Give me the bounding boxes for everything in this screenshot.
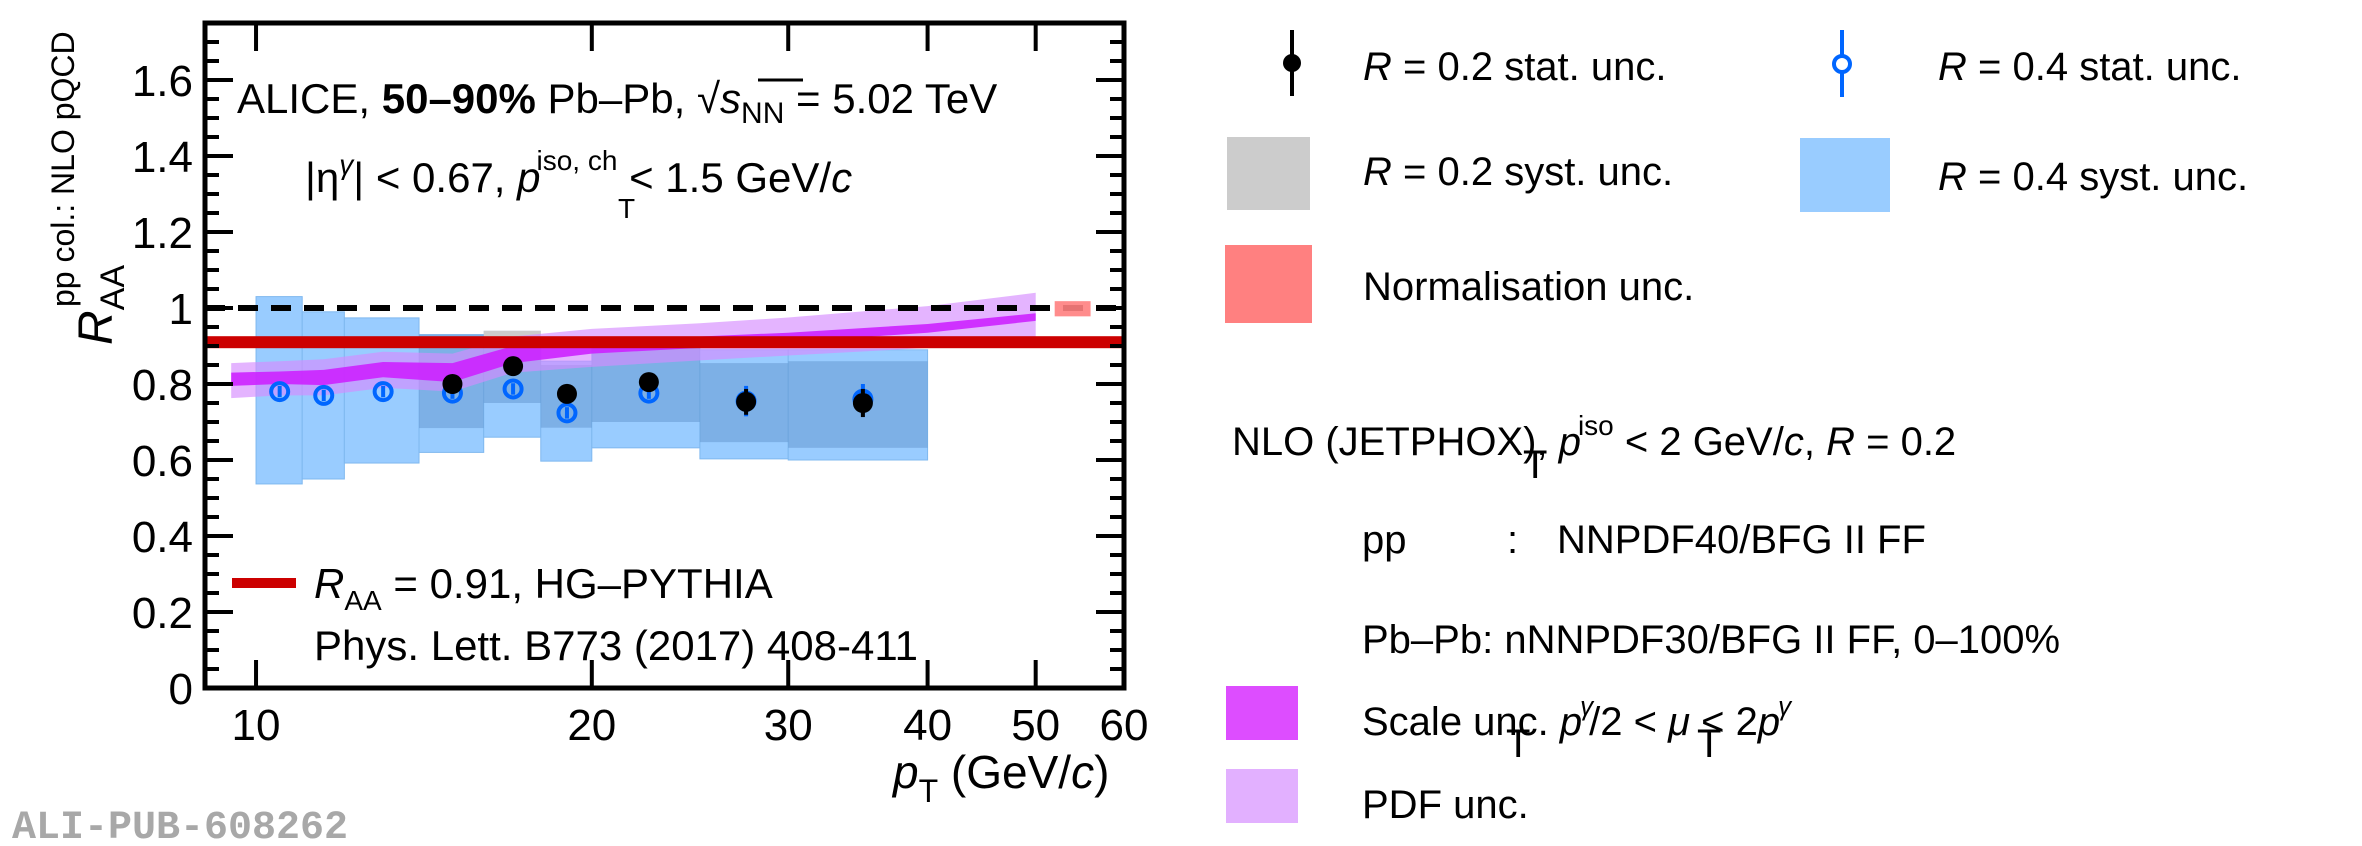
y-tick-label: 0.6 bbox=[132, 437, 193, 486]
svg-text:RAA: RAA bbox=[70, 265, 132, 345]
legend: R = 0.2 stat. unc. R = 0.4 stat. unc. R … bbox=[1225, 30, 2248, 827]
axes-frame bbox=[202, 20, 1127, 691]
svg-text::: : bbox=[1507, 518, 1518, 562]
svg-text:Normalisation unc.: Normalisation unc. bbox=[1363, 265, 1694, 309]
legend-item-r02-stat: R = 0.2 stat. unc. bbox=[1283, 30, 1667, 96]
y-ticks: 0 0.2 0.4 0.6 0.8 1 1.2 1.4 1.6 bbox=[132, 21, 1124, 714]
legend-item-r02-syst: R = 0.2 syst. unc. bbox=[1227, 137, 1673, 210]
svg-text:T: T bbox=[1506, 722, 1530, 766]
gray-box-icon bbox=[1227, 137, 1310, 210]
open-circle-icon bbox=[1832, 54, 1852, 74]
red-box-icon bbox=[1225, 245, 1312, 323]
cuts-p-sub: T bbox=[618, 193, 635, 224]
x-tick-label: 30 bbox=[764, 701, 813, 750]
legend-pbpb-line: Pb–Pb: nNNPDF30/BFG II FF, 0–100% bbox=[1362, 618, 2060, 662]
y-label-sub: AA bbox=[94, 265, 132, 311]
svg-text:R = 0.4 syst. unc.: R = 0.4 syst. unc. bbox=[1938, 155, 2248, 199]
legend-nlo-header: NLO (JETPHOX), piso < 2 GeV/c, R = 0.2 bbox=[1232, 410, 1956, 464]
legend-pp-line: pp : NNPDF40/BFG II FF bbox=[1362, 518, 1926, 562]
scale-unc-band bbox=[231, 313, 1036, 386]
hg-pythia-line-group bbox=[205, 336, 1124, 349]
r02-data-point bbox=[736, 391, 757, 412]
legend-item-scale: Scale unc. pγ/2 < μ < 2pγ T T bbox=[1226, 686, 1793, 766]
x-tick-label: 50 bbox=[1011, 701, 1060, 750]
svg-text:R = 0.4 stat. unc.: R = 0.4 stat. unc. bbox=[1938, 45, 2242, 89]
y-tick-label: 1.2 bbox=[132, 209, 193, 258]
svg-text:PDF unc.: PDF unc. bbox=[1362, 783, 1529, 827]
r02-points bbox=[442, 356, 873, 418]
legend-item-r04-stat: R = 0.4 stat. unc. bbox=[1832, 30, 2242, 97]
filled-circle-icon bbox=[1283, 54, 1301, 72]
r04-data-point bbox=[502, 378, 524, 400]
blue-box-icon bbox=[1800, 138, 1890, 212]
hg-pythia-line bbox=[205, 336, 1124, 349]
r04-data-point bbox=[556, 402, 578, 424]
y-axis-label: RAA pp col.: NLO pQCD bbox=[45, 31, 132, 345]
svg-text:Scale unc. pγ/2 < μ < 2pγ: Scale unc. pγ/2 < μ < 2pγ bbox=[1362, 691, 1793, 744]
x-tick-label: 60 bbox=[1100, 701, 1149, 750]
normalisation-box-group bbox=[1054, 301, 1091, 317]
watermark: ALI-PUB-608262 bbox=[12, 806, 348, 846]
x-ticks: 10 20 30 40 50 60 bbox=[232, 23, 1149, 750]
r02-data-point bbox=[638, 372, 659, 393]
x-tick-label: 20 bbox=[567, 701, 616, 750]
y-tick-label: 0.4 bbox=[132, 513, 193, 562]
r04-data-point bbox=[313, 384, 335, 406]
hg-pythia-label: RAA = 0.91, HG–PYTHIA bbox=[314, 560, 773, 616]
x-tick-label: 10 bbox=[232, 701, 281, 750]
normalisation-box bbox=[1054, 301, 1091, 317]
title-annotation: ALICE, 50–90% Pb–Pb, √sNN = 5.02 TeV bbox=[237, 75, 997, 130]
cuts-annotation: |ηγ| < 0.67, piso, ch < 1.5 GeV/c bbox=[305, 145, 852, 201]
plot-frame bbox=[202, 20, 1127, 691]
legend-nlo-header-sub: T bbox=[1523, 443, 1547, 487]
legend-item-normalisation: Normalisation unc. bbox=[1225, 245, 1694, 323]
legend-item-r04-syst: R = 0.4 syst. unc. bbox=[1800, 138, 2248, 212]
lilac-box-icon bbox=[1226, 769, 1298, 823]
sqrt-sign: √ bbox=[697, 75, 721, 122]
y-tick-label: 1.4 bbox=[132, 133, 193, 182]
r02-data-point bbox=[852, 393, 873, 413]
y-tick-label: 0.8 bbox=[132, 361, 193, 410]
r02-data-point bbox=[556, 383, 577, 404]
hg-pythia-ref: Phys. Lett. B773 (2017) 408-411 bbox=[314, 622, 918, 669]
r04-data-point bbox=[372, 381, 394, 403]
y-tick-label: 1.6 bbox=[132, 57, 193, 106]
legend-item-pdf: PDF unc. bbox=[1226, 769, 1529, 827]
magenta-box-icon bbox=[1226, 686, 1298, 740]
svg-text:pp: pp bbox=[1362, 518, 1407, 562]
svg-text:R = 0.2 stat. unc.: R = 0.2 stat. unc. bbox=[1363, 45, 1667, 89]
r04-data-point bbox=[269, 381, 291, 403]
x-tick-label: 40 bbox=[903, 701, 952, 750]
svg-text:NNPDF40/BFG II FF: NNPDF40/BFG II FF bbox=[1557, 518, 1926, 562]
y-tick-label: 0 bbox=[169, 665, 193, 714]
y-tick-label: 1 bbox=[169, 285, 193, 334]
hg-pythia-legend-swatch bbox=[232, 578, 296, 588]
y-label-R: R bbox=[70, 310, 123, 345]
x-axis-label: pT (GeV/c) bbox=[891, 746, 1109, 809]
y-tick-label: 0.2 bbox=[132, 589, 193, 638]
r04-syst-box bbox=[699, 349, 789, 460]
r02-data-point bbox=[503, 356, 524, 377]
y-label-sup: pp col.: NLO pQCD bbox=[45, 31, 81, 307]
svg-text:R = 0.2 syst. unc.: R = 0.2 syst. unc. bbox=[1363, 150, 1673, 194]
svg-text:T: T bbox=[1697, 722, 1721, 766]
r02-data-point bbox=[442, 374, 463, 394]
